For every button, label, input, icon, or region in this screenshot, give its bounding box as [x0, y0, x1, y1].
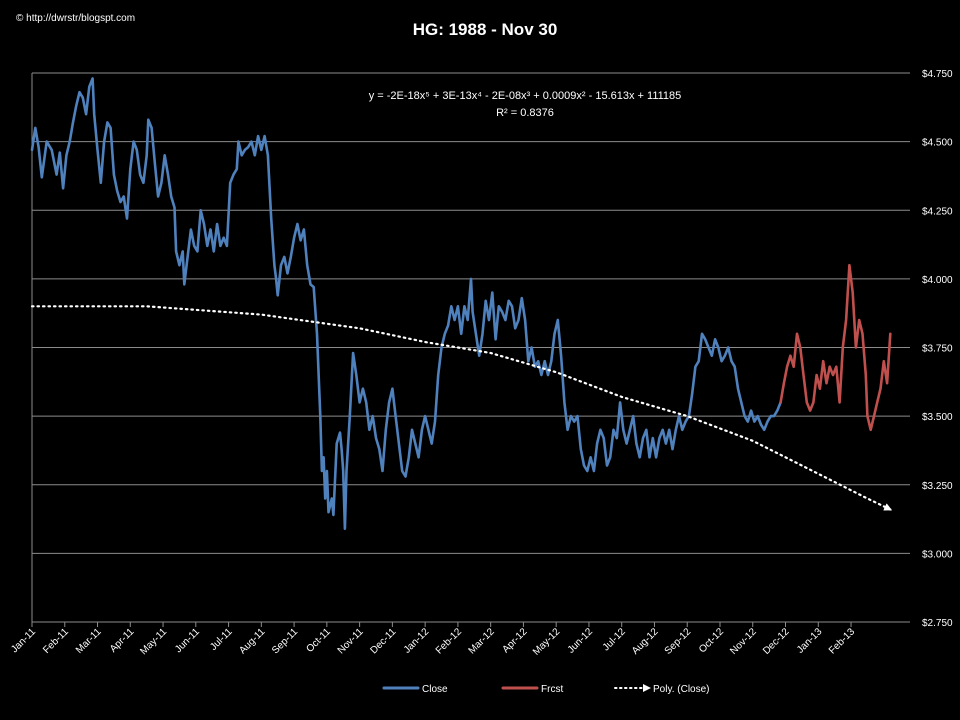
- trendline-equation: y = -2E-18x⁵ + 3E-13x⁴ - 2E-08x³ + 0.000…: [369, 90, 682, 102]
- y-tick-label: $4.750: [922, 69, 953, 80]
- x-axis: Jan-11 Feb-11 Mar-11 Apr-11 May-11 Jun-11 Jul-…: [9, 73, 910, 658]
- x-tick-label: Jun-12: [566, 626, 596, 656]
- x-tick-label: Dec-12: [761, 626, 792, 657]
- series-line-close: [30, 77, 782, 531]
- x-tick-label: Nov-12: [728, 626, 759, 657]
- x-tick-label: May-12: [531, 626, 563, 658]
- x-tick-label: Apr-12: [501, 626, 530, 655]
- x-tick-label: May-11: [138, 626, 169, 657]
- legend-label-close: Close: [422, 684, 448, 695]
- series-line-poly-close: [30, 305, 893, 511]
- x-tick-label: Jul-11: [208, 626, 235, 653]
- x-tick-label: Dec-11: [368, 626, 398, 656]
- r-squared-label: R² = 0.8376: [496, 107, 554, 119]
- x-tick-label: Feb-13: [827, 626, 857, 656]
- credit-text: © http://dwrstr/blogspt.com: [16, 13, 135, 24]
- x-tick-label: Sep-11: [270, 626, 300, 656]
- y-tick-label: $2.750: [922, 618, 953, 629]
- y-axis: $2.750 $3.000 $3.250 $3.500 $3.750 $4.000 $4.2…: [922, 69, 953, 629]
- x-tick-label: Sep-12: [663, 626, 694, 657]
- x-tick-label: Apr-11: [108, 626, 137, 655]
- y-tick-label: $4.000: [922, 275, 953, 286]
- y-tick-label: $4.500: [922, 138, 953, 149]
- x-tick-label: Feb-11: [41, 626, 71, 656]
- y-tick-label: $3.750: [922, 344, 953, 355]
- legend-label-frcst: Frcst: [541, 684, 563, 695]
- x-tick-label: Mar-12: [467, 626, 497, 656]
- y-tick-label: $3.000: [922, 549, 953, 560]
- x-tick-label: Oct-11: [304, 626, 333, 655]
- x-tick-label: Mar-11: [74, 626, 104, 656]
- x-tick-label: Jun-11: [173, 626, 202, 655]
- x-tick-label: Jan-11: [9, 626, 38, 655]
- y-tick-label: $3.500: [922, 412, 953, 423]
- x-tick-label: Aug-12: [630, 626, 661, 657]
- legend: Close Frcst Poly. (Close): [382, 684, 710, 695]
- x-tick-label: Jul-12: [601, 626, 628, 653]
- x-tick-label: Jan-13: [795, 626, 825, 656]
- y-tick-label: $4.250: [922, 206, 953, 217]
- legend-label-poly-close: Poly. (Close): [653, 684, 710, 695]
- series-group: [30, 77, 893, 531]
- series-line-frcst: [779, 263, 892, 432]
- x-tick-label: Oct-12: [697, 626, 726, 655]
- x-tick-label: Nov-11: [336, 626, 366, 656]
- x-tick-label: Feb-12: [434, 626, 464, 656]
- y-tick-label: $3.250: [922, 481, 953, 492]
- chart-title: HG: 1988 - Nov 30: [413, 20, 558, 39]
- x-tick-label: Jan-12: [402, 626, 432, 656]
- x-tick-label: Aug-11: [237, 626, 267, 656]
